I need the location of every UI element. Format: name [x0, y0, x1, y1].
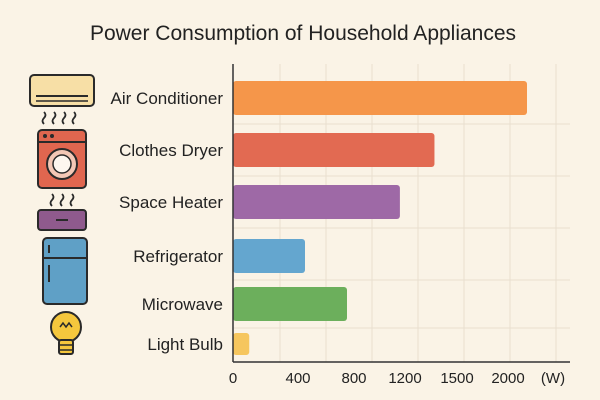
x-tick-labels: 0 400 800 1200 1500 2000 (W)	[229, 370, 565, 387]
category-label: Space Heater	[119, 193, 223, 212]
category-label: Refrigerator	[133, 247, 223, 266]
category-label: Clothes Dryer	[119, 141, 223, 160]
x-tick-label: 1200	[388, 370, 421, 387]
bar	[233, 81, 527, 115]
bar	[233, 333, 250, 355]
x-tick-label: 0	[229, 370, 237, 387]
refrigerator-icon	[42, 237, 88, 305]
category-label: Microwave	[142, 295, 223, 314]
bar	[233, 185, 400, 219]
x-tick-label: 800	[341, 370, 366, 387]
x-tick-label: 400	[285, 370, 310, 387]
x-tick-label: 2000	[491, 370, 524, 387]
bar	[233, 239, 305, 273]
bars	[233, 81, 527, 355]
x-unit-label: (W)	[541, 370, 565, 387]
category-label: Air Conditioner	[111, 89, 224, 108]
clothes-dryer-icon	[37, 129, 87, 189]
air-conditioner-icon	[29, 74, 95, 125]
bar	[233, 287, 347, 321]
category-labels: Air Conditioner Clothes Dryer Space Heater…	[111, 89, 224, 354]
light-bulb-icon	[50, 311, 82, 355]
space-heater-icon	[37, 193, 87, 231]
x-tick-label: 1500	[440, 370, 473, 387]
chart-title: Power Consumption of Household Appliance…	[90, 22, 516, 45]
bar	[233, 133, 435, 167]
category-label: Light Bulb	[147, 335, 223, 354]
appliance-icons	[29, 74, 95, 355]
axes	[232, 64, 570, 363]
